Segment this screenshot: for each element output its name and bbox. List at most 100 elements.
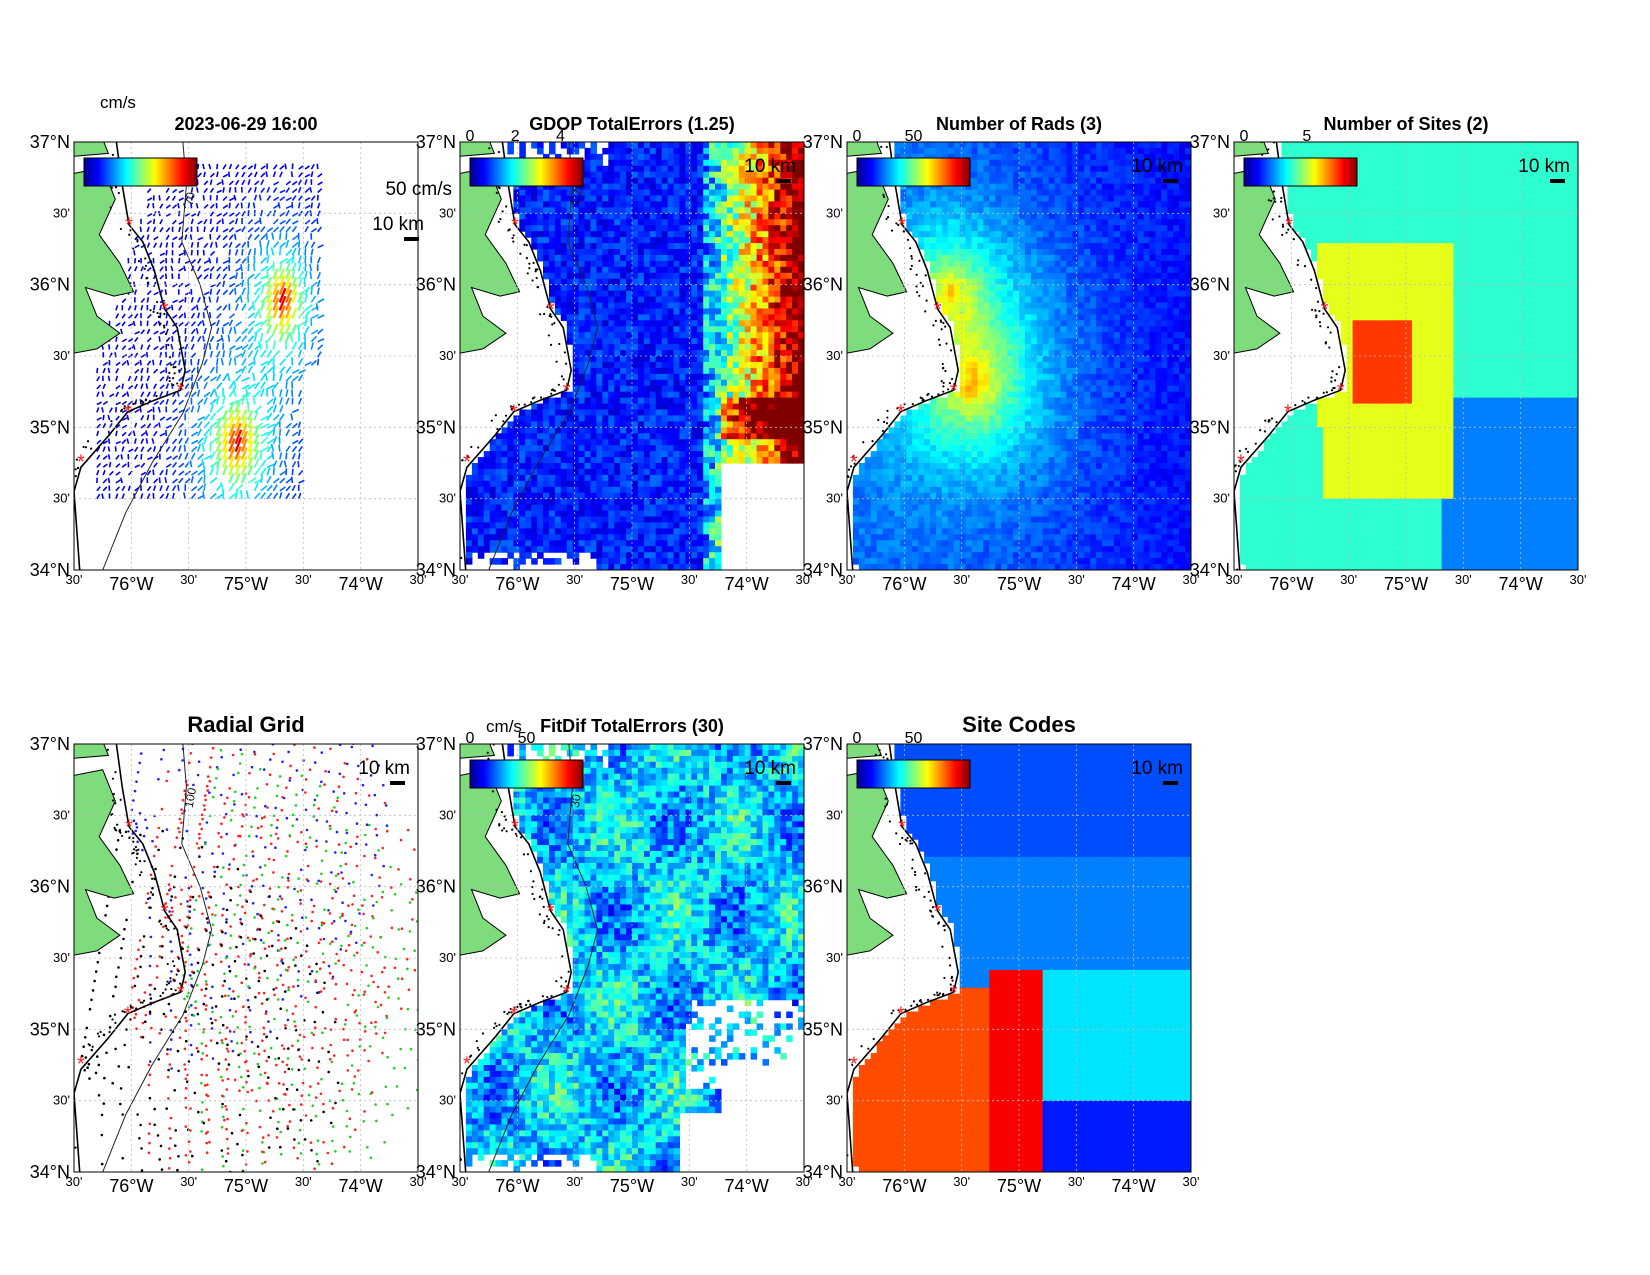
lon-tick-label: 74°W xyxy=(725,1176,769,1196)
lon-tick-label: 30' xyxy=(953,572,970,587)
coast-dots xyxy=(847,749,954,1157)
coastline xyxy=(1234,142,1347,570)
lat-tick-label: 30' xyxy=(826,950,843,965)
colorbar-tick: 50 xyxy=(518,730,536,747)
lat-tick-label: 30' xyxy=(1213,205,1230,220)
coast-dots xyxy=(847,145,954,478)
radar-site-icon: * xyxy=(124,1004,132,1026)
radar-site-icon: * xyxy=(897,402,905,424)
coastline xyxy=(847,744,960,1172)
lat-tick-label: 30' xyxy=(439,950,456,965)
lat-tick-label: 35°N xyxy=(1190,417,1230,437)
gridded-field xyxy=(852,142,1191,570)
colorbar-tick: 0 xyxy=(853,128,862,145)
lat-tick-label: 35°N xyxy=(803,1019,843,1039)
radar-site-markers: * * * * * xyxy=(850,817,958,1076)
radar-site-icon: * xyxy=(563,380,571,402)
lon-tick-label: 30' xyxy=(1226,572,1243,587)
lat-tick-label: 34°N xyxy=(416,1162,456,1182)
lat-tick-label: 30' xyxy=(439,491,456,506)
colorbar xyxy=(83,157,198,187)
lon-tick-label: 75°W xyxy=(997,1176,1041,1196)
coastline xyxy=(74,142,187,570)
lon-tick-label: 30' xyxy=(681,572,698,587)
lat-tick-label: 34°N xyxy=(1190,560,1230,580)
lon-tick-label: 75°W xyxy=(1384,574,1428,594)
mainland-shape xyxy=(1234,167,1295,354)
mainland-shape xyxy=(460,769,521,956)
lat-tick-label: 30' xyxy=(53,1093,70,1108)
axes-frame xyxy=(1233,141,1579,571)
panel-radial: 100*****37°N30'36°N30'35°N30'34°N30' 76°W… xyxy=(30,712,427,1196)
colorbar-tick: 0 xyxy=(466,730,475,747)
lon-tick-label: 30' xyxy=(1068,572,1085,587)
lat-tick-label: 30' xyxy=(826,807,843,822)
lat-tick-label: 34°N xyxy=(30,560,70,580)
land-shape xyxy=(460,142,496,157)
radar-site-icon: * xyxy=(898,817,906,839)
lon-tick-label: 76°W xyxy=(882,1176,926,1196)
lon-tick-label: 76°W xyxy=(109,574,153,594)
scale-bar-label: 10 km xyxy=(1131,156,1183,177)
lat-tick-label: 34°N xyxy=(416,560,456,580)
radar-site-markers: * * * * * xyxy=(463,817,571,1076)
lon-tick-label: 30' xyxy=(796,1174,813,1189)
lon-tick-label: 30' xyxy=(681,1174,698,1189)
lat-tick-label: 30' xyxy=(53,950,70,965)
radar-site-icon: * xyxy=(511,817,519,839)
lon-tick-label: 76°W xyxy=(495,574,539,594)
contour-label: 70 xyxy=(182,191,198,207)
axes-frame xyxy=(459,743,805,1173)
radar-site-icon: * xyxy=(850,452,858,474)
lat-tick-label: 35°N xyxy=(416,417,456,437)
panel-title: 2023-06-29 16:00 xyxy=(174,114,317,134)
colorbar-tick: 50 xyxy=(905,730,923,747)
radar-site-icon: * xyxy=(547,299,555,321)
lat-tick-label: 30' xyxy=(53,205,70,220)
radar-site-icon: * xyxy=(1237,452,1245,474)
colorbar: 0 2 4 xyxy=(466,128,584,187)
radar-site-icon: * xyxy=(898,215,906,237)
radar-site-icon: * xyxy=(77,452,85,474)
radar-site-icon: * xyxy=(897,1004,905,1026)
lat-tick-label: 35°N xyxy=(30,1019,70,1039)
lat-tick-label: 36°N xyxy=(30,275,70,295)
axes-frame xyxy=(459,141,805,571)
scale-bar-label: 10 km xyxy=(1131,758,1183,779)
contour-label: 100 xyxy=(182,786,199,808)
lat-tick-label: 37°N xyxy=(416,132,456,152)
radar-site-icon: * xyxy=(547,901,555,923)
radar-site-markers: * * * * * xyxy=(1237,215,1345,474)
lat-tick-label: 30' xyxy=(439,205,456,220)
radar-site-markers: * * * * * xyxy=(77,215,185,474)
lat-tick-label: 30' xyxy=(826,491,843,506)
radar-site-icon: * xyxy=(510,1004,518,1026)
lat-tick-label: 30' xyxy=(1213,491,1230,506)
radar-site-icon: * xyxy=(950,380,958,402)
vector-scale-label: 50 cm/s xyxy=(385,179,452,200)
radar-site-icon: * xyxy=(161,299,169,321)
lat-tick-label: 35°N xyxy=(30,417,70,437)
radar-site-icon: * xyxy=(1337,380,1345,402)
lon-tick-label: 75°W xyxy=(224,574,268,594)
radar-site-icon: * xyxy=(125,817,133,839)
lon-tick-label: 76°W xyxy=(109,1176,153,1196)
colorbar: 0 50 xyxy=(853,128,971,187)
radar-site-icon: * xyxy=(177,380,185,402)
lon-tick-label: 30' xyxy=(295,1174,312,1189)
land-shape xyxy=(74,744,110,759)
panel-title: Site Codes xyxy=(962,712,1076,737)
coastline xyxy=(460,744,573,1172)
lat-tick-label: 34°N xyxy=(803,1162,843,1182)
coast-dots xyxy=(74,748,182,1149)
lon-tick-label: 30' xyxy=(452,572,469,587)
lon-tick-label: 76°W xyxy=(1269,574,1313,594)
lon-tick-label: 74°W xyxy=(339,1176,383,1196)
scale-bar xyxy=(1163,179,1178,183)
lon-tick-label: 74°W xyxy=(1112,574,1156,594)
scale-bar-label: 10 km xyxy=(358,758,410,779)
panel-title: FitDif TotalErrors (30) xyxy=(540,716,724,736)
land-shape xyxy=(847,142,883,157)
